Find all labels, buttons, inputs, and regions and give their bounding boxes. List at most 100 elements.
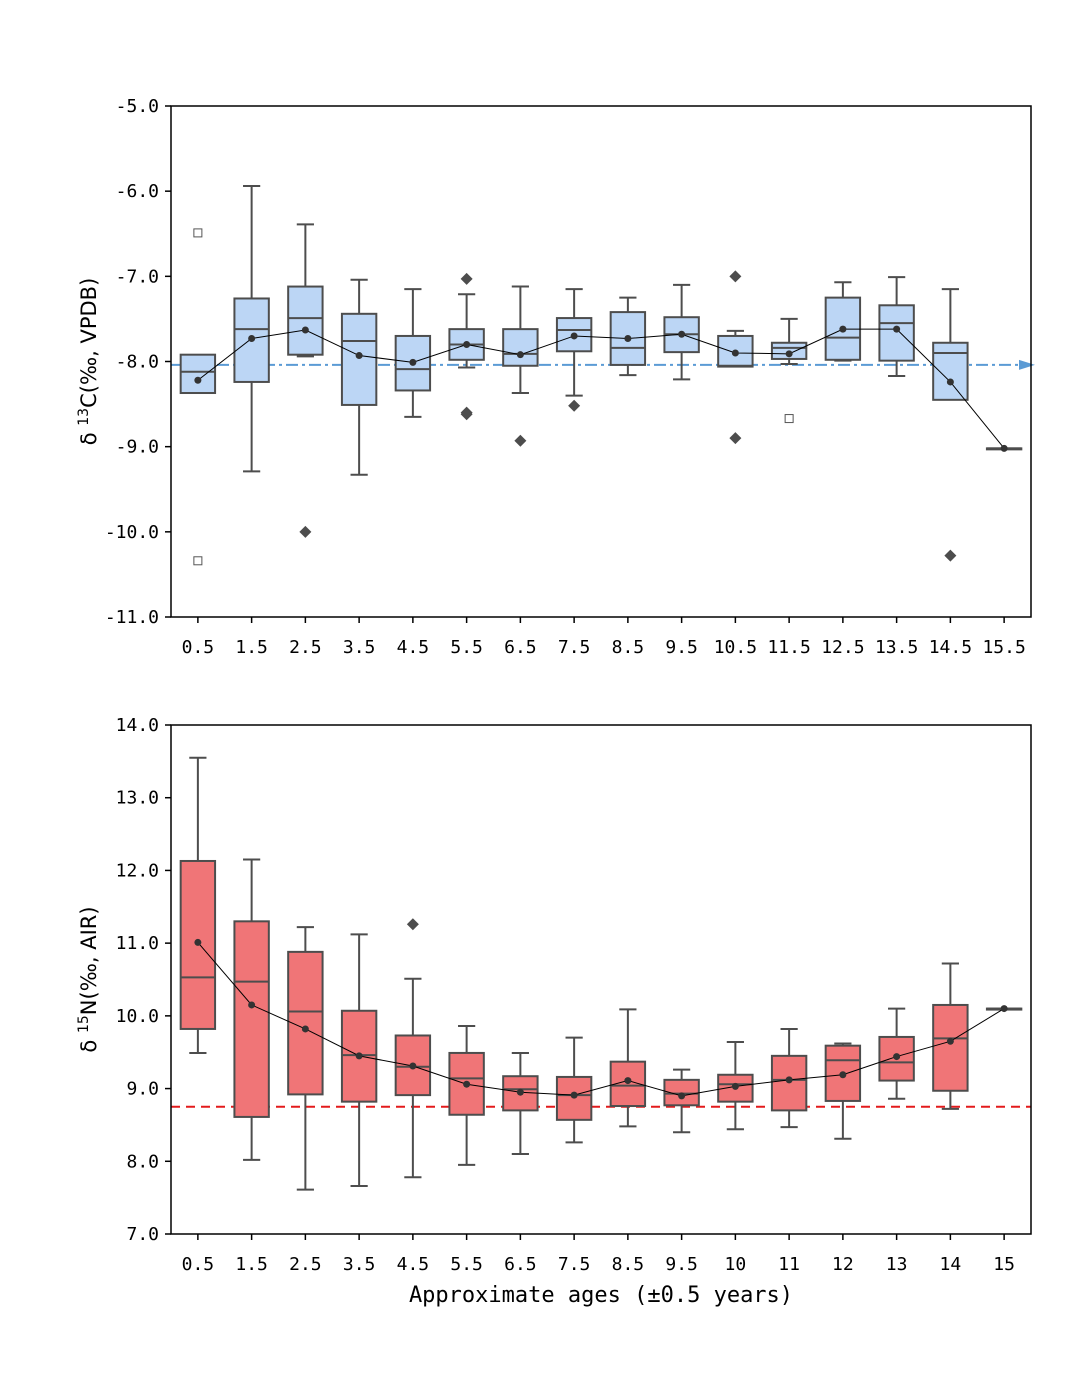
box-rect (233, 920, 270, 1118)
x-tick-label: 10.5 (714, 637, 757, 658)
box-5.5 (448, 272, 485, 421)
mean-point (785, 350, 793, 358)
mean-point (516, 1088, 524, 1096)
y-tick-label: 9.0 (126, 1079, 159, 1100)
x-tick-label: 3.5 (343, 637, 376, 658)
mean-point (463, 1080, 471, 1088)
mean-point (893, 325, 901, 333)
box-rect (770, 1054, 808, 1112)
outlier-diamond (299, 525, 312, 538)
x-tick-label: 15.5 (982, 637, 1025, 658)
box-7.5 (555, 288, 593, 412)
y-tick-label: 10.0 (116, 1006, 159, 1027)
outlier-square (193, 556, 203, 566)
y-tick-label: -5.0 (116, 96, 159, 117)
outlier-diamond (568, 399, 581, 412)
mean-point (248, 335, 256, 343)
box-rect (340, 1009, 378, 1103)
x-tick-label: 1.5 (235, 637, 268, 658)
outlier-diamond (460, 408, 473, 421)
outlier-diamond (944, 549, 957, 562)
x-tick-label: 11 (778, 1254, 800, 1275)
x-tick-label: 8.5 (612, 637, 645, 658)
box-rect (555, 317, 593, 353)
d13c-panel: -5.0 -6.0 -7.0 -8.0 -9.0 -10.0 -11.0 0.5 1.5 2.5 3… (76, 96, 1035, 658)
mean-line (197, 328, 1005, 449)
mean-point (194, 938, 202, 946)
x-tick-label: 2.5 (289, 637, 322, 658)
box-rect (340, 312, 378, 406)
box-3.5 (340, 933, 378, 1188)
box-2.5 (287, 223, 324, 538)
box-rect (287, 285, 324, 356)
mean-point (409, 358, 417, 366)
x-tick-label: 0.5 (182, 1254, 215, 1275)
box-rect (394, 1034, 432, 1097)
mean-point (301, 1025, 309, 1033)
outlier-diamond (406, 918, 419, 931)
outlier-square (784, 414, 794, 424)
box-0.5 (179, 228, 217, 566)
mean-point (624, 1077, 632, 1085)
mean-point (893, 1053, 901, 1061)
x-tick-label: 7.5 (558, 1254, 591, 1275)
x-tick-label: 0.5 (182, 637, 215, 658)
mean-point (1000, 1005, 1008, 1013)
x-tick-label: 6.5 (504, 1254, 537, 1275)
y-tick-label: -9.0 (116, 437, 159, 458)
mean-point (1000, 444, 1008, 452)
x-tick-label: 9.5 (665, 1254, 698, 1275)
mean-point (194, 376, 202, 384)
outlier-diamond (729, 432, 742, 445)
box-14 (932, 962, 969, 1110)
box-rect (502, 328, 539, 367)
mean-point (839, 1071, 847, 1079)
mean-point (731, 349, 739, 357)
y-tick-label: -7.0 (116, 266, 159, 287)
box-6.5 (502, 285, 539, 447)
mean-point (516, 351, 524, 359)
x-axis-label: Approximate ages (±0.5 years) (409, 1283, 793, 1308)
x-tick-label: 12.5 (821, 637, 864, 658)
x-tick-label: 11.5 (767, 637, 810, 658)
box-3.5 (340, 278, 378, 476)
mean-point (624, 335, 632, 343)
box-rect (287, 950, 324, 1096)
y-tick-label: -6.0 (116, 181, 159, 202)
mean-point (731, 1082, 739, 1090)
box-2.5 (287, 926, 324, 1191)
box-rect (878, 304, 915, 362)
box-rect (932, 341, 969, 401)
mean-point (785, 1076, 793, 1084)
mean-point (463, 340, 471, 348)
mean-point (946, 1037, 954, 1045)
x-tick-label: 14 (940, 1254, 962, 1275)
mean-point (946, 378, 954, 386)
mean-point (839, 325, 847, 333)
y-tick-label: 13.0 (116, 788, 159, 809)
plot-frame (170, 724, 1032, 1235)
x-tick-label: 15 (993, 1254, 1015, 1275)
box-8.5 (609, 296, 647, 377)
outlier-square (193, 228, 203, 238)
outlier-diamond (460, 272, 473, 285)
y-tick-label: 14.0 (116, 715, 159, 736)
y-axis-label: δ 13C(‰, VPDB) (76, 278, 101, 446)
y-tick-label: -10.0 (105, 522, 159, 543)
x-tick-label: 12 (832, 1254, 854, 1275)
y-tick-label: 8.0 (126, 1151, 159, 1172)
x-tick-label: 5.5 (450, 637, 483, 658)
y-axis-label: δ 15N(‰, AIR) (76, 906, 101, 1052)
y-tick-label: 11.0 (116, 933, 159, 954)
d15n-panel: 14.0 13.0 12.0 11.0 10.0 9.0 8.0 7.0 0.5 1.5 2.5 3.… (76, 715, 1032, 1308)
mean-point (248, 1001, 256, 1009)
box-rect (179, 353, 217, 395)
mean-point (409, 1062, 417, 1070)
mean-point (570, 1091, 578, 1099)
x-tick-label: 8.5 (612, 1254, 645, 1275)
outlier-diamond (729, 270, 742, 283)
x-tick-label: 3.5 (343, 1254, 376, 1275)
y-tick-label: 7.0 (126, 1224, 159, 1245)
x-tick-label: 5.5 (450, 1254, 483, 1275)
